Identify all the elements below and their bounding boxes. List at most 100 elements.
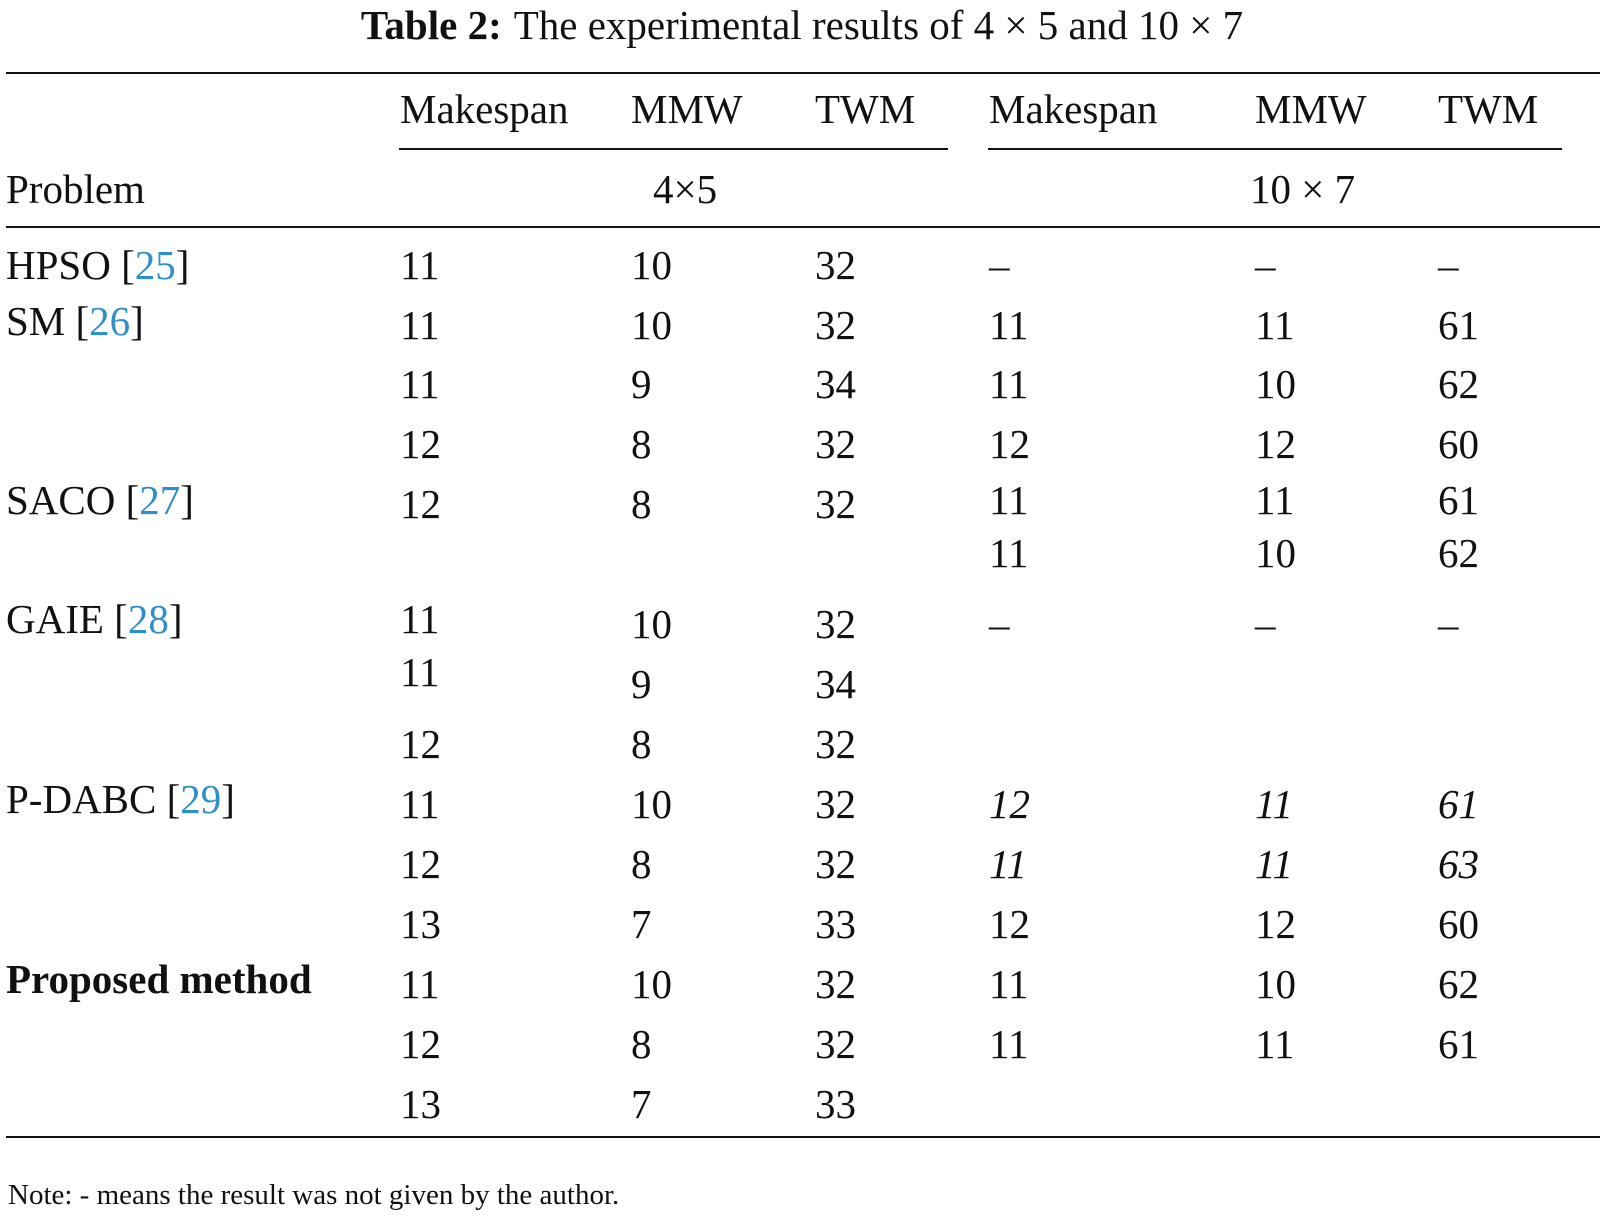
row-header-label: Problem xyxy=(6,166,145,212)
table-cell: 11 xyxy=(989,302,1029,348)
table-cell: 9 xyxy=(631,661,652,707)
table-cell: 63 xyxy=(1438,841,1479,887)
method-name: Proposed method xyxy=(6,956,312,1002)
table-cell: 12 xyxy=(1255,901,1296,947)
method-label: GAIE [28] xyxy=(6,596,183,642)
column-header: TWM xyxy=(1438,86,1539,132)
table-cell: 61 xyxy=(1438,781,1479,827)
column-header: MMW xyxy=(1255,86,1367,132)
table-cell: 32 xyxy=(815,721,856,767)
table-cell: 12 xyxy=(400,1021,441,1067)
table-cell: 11 xyxy=(989,961,1029,1007)
citation-link[interactable]: 28 xyxy=(127,596,169,642)
column-header: TWM xyxy=(815,86,916,132)
column-header: MMW xyxy=(631,86,743,132)
table-cell: 11 xyxy=(989,530,1029,576)
table-cell: 12 xyxy=(400,481,441,527)
table-cell: 33 xyxy=(815,1081,856,1127)
table-cell: 7 xyxy=(631,1081,652,1127)
table-cell: 11 xyxy=(400,961,440,1007)
table-cell: 62 xyxy=(1438,961,1479,1007)
method-name: SACO xyxy=(6,477,116,523)
table-caption: Table 2: The experimental results of 4 × … xyxy=(0,2,1604,48)
group2-rule xyxy=(988,148,1562,150)
method-label: Proposed method xyxy=(6,955,312,1003)
table-cell: 8 xyxy=(631,421,652,467)
table-cell: 60 xyxy=(1438,901,1479,947)
table-cell: 32 xyxy=(815,781,856,827)
table-cell: – xyxy=(1438,242,1459,288)
table-cell: 32 xyxy=(815,242,856,288)
table-cell: 11 xyxy=(1255,302,1295,348)
table-cell: 11 xyxy=(400,781,440,827)
table-cell: 32 xyxy=(815,481,856,527)
table-cell: 11 xyxy=(400,596,440,642)
table-cell: 12 xyxy=(989,901,1030,947)
table-cell: 7 xyxy=(631,901,652,947)
method-name: HPSO xyxy=(6,242,111,288)
table-cell: 10 xyxy=(631,961,672,1007)
column-header: Makespan xyxy=(400,86,569,132)
table-cell: 8 xyxy=(631,721,652,767)
table-cell: 11 xyxy=(400,649,440,695)
header-rule xyxy=(6,226,1600,228)
table-cell: 32 xyxy=(815,961,856,1007)
method-label: SM [26] xyxy=(6,298,144,344)
table-cell: 33 xyxy=(815,901,856,947)
table-cell: 34 xyxy=(815,661,856,707)
table-cell: 10 xyxy=(631,302,672,348)
table-cell: 11 xyxy=(1255,841,1293,887)
table-cell: 12 xyxy=(1255,421,1296,467)
table-cell: 12 xyxy=(400,841,441,887)
table-cell: 32 xyxy=(815,1021,856,1067)
table-cell: 11 xyxy=(1255,781,1293,827)
table-cell: 10 xyxy=(631,242,672,288)
table-cell: – xyxy=(1438,601,1459,647)
group1-rule xyxy=(399,148,948,150)
table-cell: 12 xyxy=(400,721,441,767)
table-cell: 8 xyxy=(631,841,652,887)
method-name: P-DABC xyxy=(6,776,157,822)
table-cell: 32 xyxy=(815,841,856,887)
table-cell: 11 xyxy=(1255,477,1295,523)
table-cell: 11 xyxy=(400,361,440,407)
table-cell: 32 xyxy=(815,601,856,647)
table-cell: 13 xyxy=(400,1081,441,1127)
table-cell: 8 xyxy=(631,1021,652,1067)
table-cell: 10 xyxy=(1255,530,1296,576)
citation-link[interactable]: 25 xyxy=(134,242,176,288)
method-label: SACO [27] xyxy=(6,477,194,523)
citation-link[interactable]: 26 xyxy=(89,298,131,344)
table-cell: 11 xyxy=(989,361,1029,407)
citation-link[interactable]: 29 xyxy=(180,776,222,822)
table-cell: 10 xyxy=(1255,361,1296,407)
method-name: GAIE xyxy=(6,596,104,642)
bottom-rule xyxy=(6,1136,1600,1138)
table-cell: 11 xyxy=(400,242,440,288)
table-cell: 12 xyxy=(989,421,1030,467)
table-note: Note: - means the result was not given b… xyxy=(8,1179,620,1211)
table-cell: 11 xyxy=(989,841,1027,887)
table-cell: 62 xyxy=(1438,530,1479,576)
table-cell: 32 xyxy=(815,421,856,467)
caption-text: The experimental results of 4 × 5 and 10… xyxy=(513,2,1244,48)
citation-link[interactable]: 27 xyxy=(139,477,181,523)
column-header: Makespan xyxy=(989,86,1158,132)
table-cell: 10 xyxy=(631,781,672,827)
caption-label: Table 2: xyxy=(360,2,502,48)
table-cell: 62 xyxy=(1438,361,1479,407)
group-header-4x5: 4×5 xyxy=(653,166,718,212)
table-cell: 61 xyxy=(1438,477,1479,523)
table-cell: 10 xyxy=(631,601,672,647)
table-cell: 12 xyxy=(400,421,441,467)
group-header-10x7: 10 × 7 xyxy=(1250,166,1356,212)
table-cell: 34 xyxy=(815,361,856,407)
method-label: P-DABC [29] xyxy=(6,776,235,822)
method-label: HPSO [25] xyxy=(6,242,190,288)
table-cell: – xyxy=(1255,242,1276,288)
table-cell: 13 xyxy=(400,901,441,947)
table-cell: 32 xyxy=(815,302,856,348)
table-cell: 10 xyxy=(1255,961,1296,1007)
table-cell: 11 xyxy=(989,477,1029,523)
table-cell: 61 xyxy=(1438,302,1479,348)
